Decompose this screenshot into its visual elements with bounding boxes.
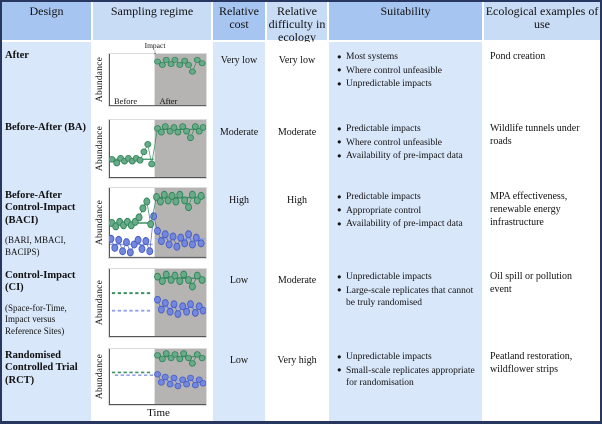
design-cell-ci: Control-Impact (CI) (Space-for-Time, Imp… (2, 262, 91, 342)
y-axis-label: Abundance (95, 280, 105, 326)
cost-cell: Low (213, 262, 265, 342)
design-cell-after: After (2, 42, 91, 114)
cost-cell: Very low (213, 42, 265, 114)
suitability-cell: Unpredictable impactsLarge-scale replica… (329, 262, 482, 342)
header-difficulty-label: Relative difficulty in ecology (268, 4, 326, 44)
design-cell-ba: Before-After (BA) (2, 114, 91, 182)
header-design: Design (2, 2, 91, 42)
suitability-list: Unpredictable impactsLarge-scale replica… (337, 271, 480, 310)
header-suitability: Suitability (329, 2, 482, 42)
design-subtitle: (BARI, MBACI, BACIPS) (5, 235, 66, 257)
suitability-list: Most systemsWhere control unfeasibleUnpr… (337, 51, 480, 91)
before-label: Before (114, 95, 138, 106)
example-cell: MPA effectiveness, renewable energy infr… (484, 182, 600, 262)
impact-arrow-icon: ↓ (153, 47, 157, 56)
header-cost-label: Relative cost (219, 4, 259, 31)
cost-cell: Moderate (213, 114, 265, 182)
difficulty-cell: Very low (267, 42, 327, 114)
design-title: After (5, 50, 29, 61)
plot-area (108, 348, 207, 406)
difficulty-cell: Very high (267, 342, 327, 421)
example-cell: Peatland restoration, wildflower strips (484, 342, 600, 421)
sampling-chart-ci: Abundance (93, 262, 211, 342)
sampling-chart-after: Impact ↓ Abundance Before After (93, 42, 211, 114)
y-axis-label: Abundance (95, 354, 105, 400)
suitability-bullet-item: Predictable impacts (337, 191, 480, 204)
suitability-list: Unpredictable impactsSmall-scale replica… (337, 351, 480, 390)
after-label: After (159, 95, 178, 106)
abundance-chart (109, 54, 206, 106)
cost-cell: Low (213, 342, 265, 421)
design-title: Randomised Controlled Trial (RCT) (5, 350, 78, 386)
example-cell: Wildlife tunnels under roads (484, 114, 600, 182)
abundance-chart (109, 120, 206, 178)
example-cell: Oil spill or pollution event (484, 262, 600, 342)
impact-annotation: Impact ↓ (144, 42, 166, 56)
suitability-bullet-item: Where control unfeasible (337, 137, 480, 150)
suitability-bullet-item: Unpredictable impacts (337, 78, 480, 91)
header-examples: Ecological examples of use (484, 2, 600, 42)
sampling-chart-rct: Abundance Time (93, 342, 211, 421)
suitability-bullet-item: Most systems (337, 51, 480, 64)
suitability-bullet-item: Unpredictable impacts (337, 271, 480, 284)
suitability-bullet-item: Appropriate control (337, 205, 480, 218)
abundance-chart (109, 188, 206, 258)
suitability-list: Predictable impactsWhere control unfeasi… (337, 123, 480, 163)
suitability-list: Predictable impactsAppropriate controlAv… (337, 191, 480, 231)
design-cell-rct: Randomised Controlled Trial (RCT) (2, 342, 91, 421)
suitability-cell: Most systemsWhere control unfeasibleUnpr… (329, 42, 482, 114)
plot-area: Before After (108, 53, 207, 107)
suitability-bullet-item: Large-scale replicates that cannot be tr… (337, 285, 480, 310)
header-suitability-label: Suitability (380, 4, 431, 18)
sampling-chart-baci: Abundance (93, 182, 211, 262)
plot-area (108, 187, 207, 259)
suitability-bullet-item: Availability of pre-impact data (337, 150, 480, 163)
suitability-bullet-item: Predictable impacts (337, 123, 480, 136)
suitability-bullet-item: Small-scale replicates appropriate for r… (337, 365, 480, 390)
design-subtitle: (Space-for-Time, Impact versus Reference… (5, 302, 67, 337)
abundance-chart (109, 269, 206, 337)
plot-area (108, 119, 207, 179)
suitability-bullet-item: Where control unfeasible (337, 65, 480, 78)
sampling-chart-ba: Abundance (93, 114, 211, 182)
suitability-cell: Predictable impactsAppropriate controlAv… (329, 182, 482, 262)
y-axis-label: Abundance (95, 126, 105, 172)
header-sampling-label: Sampling regime (110, 4, 194, 18)
plot-area (108, 268, 207, 338)
suitability-cell: Unpredictable impactsSmall-scale replica… (329, 342, 482, 421)
example-cell: Pond creation (484, 42, 600, 114)
header-sampling: Sampling regime (93, 2, 211, 42)
difficulty-cell: Moderate (267, 114, 327, 182)
y-axis-label: Abundance (95, 200, 105, 246)
difficulty-cell: High (267, 182, 327, 262)
difficulty-cell: Moderate (267, 262, 327, 342)
header-cost: Relative cost (213, 2, 265, 42)
suitability-cell: Predictable impactsWhere control unfeasi… (329, 114, 482, 182)
header-design-label: Design (29, 4, 64, 18)
design-title: Before-After (BA) (5, 122, 86, 133)
header-examples-label: Ecological examples of use (485, 4, 599, 31)
header-difficulty: Relative difficulty in ecology (267, 2, 327, 44)
suitability-bullet-item: Unpredictable impacts (337, 351, 480, 364)
impact-label: Impact (144, 42, 166, 50)
design-title: Control-Impact (CI) (5, 270, 76, 294)
abundance-chart (109, 349, 206, 405)
design-title: Before-After Control-Impact (BACI) (5, 190, 76, 226)
x-axis-label: Time (147, 407, 170, 419)
y-axis-label: Abundance (95, 57, 105, 103)
design-cell-baci: Before-After Control-Impact (BACI) (BARI… (2, 182, 91, 262)
cost-cell: High (213, 182, 265, 262)
suitability-bullet-item: Availability of pre-impact data (337, 218, 480, 231)
